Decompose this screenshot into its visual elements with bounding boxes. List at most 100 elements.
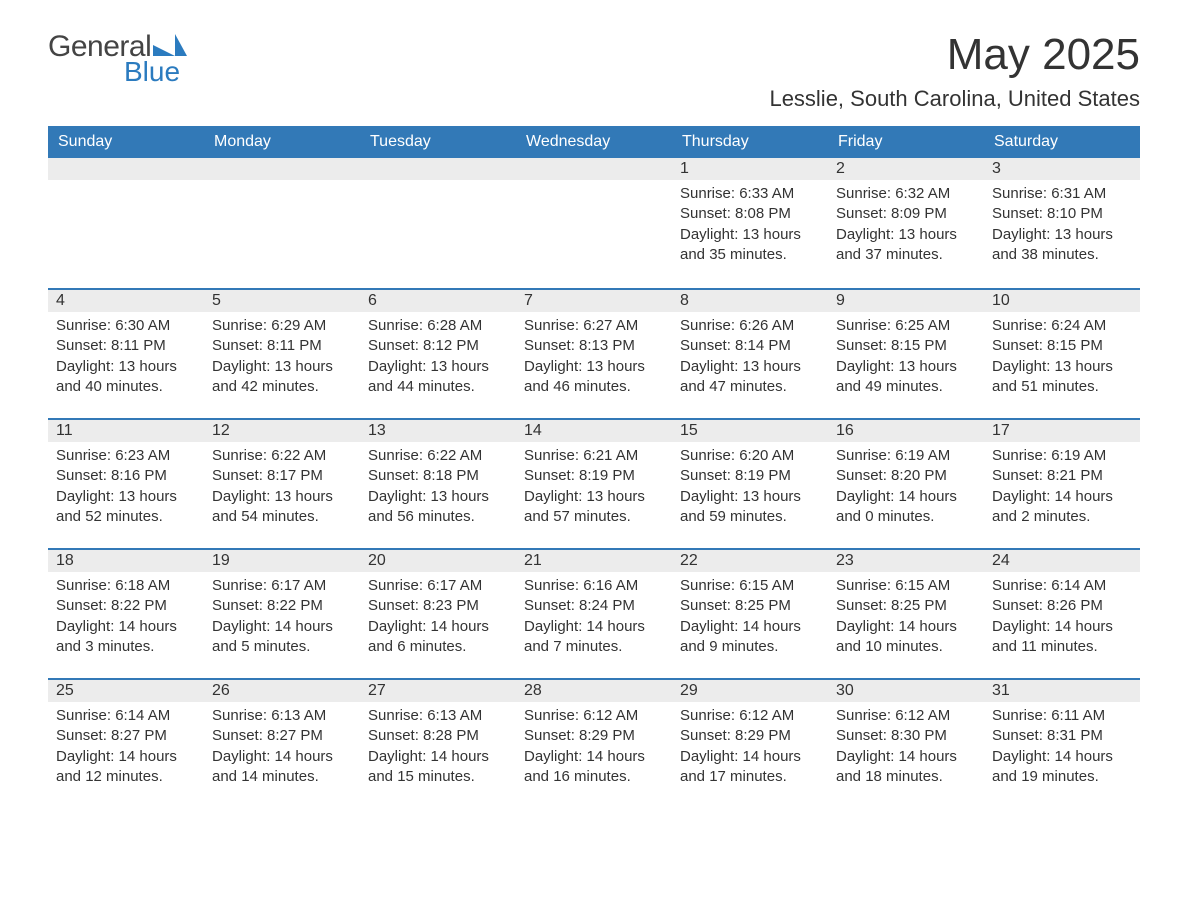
daylight-line-2: and 6 minutes. <box>368 637 508 657</box>
day-number: 13 <box>360 420 516 442</box>
day-number: 9 <box>828 290 984 312</box>
daylight-line-2: and 19 minutes. <box>992 767 1132 787</box>
day-number: 16 <box>828 420 984 442</box>
day-cell: 15Sunrise: 6:20 AMSunset: 8:19 PMDayligh… <box>672 420 828 548</box>
sunset-line: Sunset: 8:10 PM <box>992 204 1132 224</box>
daylight-line-2: and 18 minutes. <box>836 767 976 787</box>
sunset-line: Sunset: 8:26 PM <box>992 596 1132 616</box>
day-body: Sunrise: 6:27 AMSunset: 8:13 PMDaylight:… <box>516 312 672 409</box>
day-body: Sunrise: 6:26 AMSunset: 8:14 PMDaylight:… <box>672 312 828 409</box>
day-number: 4 <box>48 290 204 312</box>
day-number: 20 <box>360 550 516 572</box>
day-number: 1 <box>672 158 828 180</box>
daylight-line-1: Daylight: 13 hours <box>680 357 820 377</box>
daylight-line-1: Daylight: 14 hours <box>56 747 196 767</box>
daylight-line-1: Daylight: 14 hours <box>212 617 352 637</box>
sunset-line: Sunset: 8:29 PM <box>680 726 820 746</box>
day-number: 30 <box>828 680 984 702</box>
sunrise-line: Sunrise: 6:13 AM <box>368 706 508 726</box>
sunrise-line: Sunrise: 6:12 AM <box>836 706 976 726</box>
day-body: Sunrise: 6:19 AMSunset: 8:21 PMDaylight:… <box>984 442 1140 539</box>
sunset-line: Sunset: 8:19 PM <box>524 466 664 486</box>
sunset-line: Sunset: 8:15 PM <box>836 336 976 356</box>
day-body: Sunrise: 6:22 AMSunset: 8:17 PMDaylight:… <box>204 442 360 539</box>
day-body: Sunrise: 6:24 AMSunset: 8:15 PMDaylight:… <box>984 312 1140 409</box>
daylight-line-2: and 42 minutes. <box>212 377 352 397</box>
daylight-line-1: Daylight: 14 hours <box>368 617 508 637</box>
day-body: Sunrise: 6:19 AMSunset: 8:20 PMDaylight:… <box>828 442 984 539</box>
day-body: Sunrise: 6:13 AMSunset: 8:27 PMDaylight:… <box>204 702 360 799</box>
day-cell: 2Sunrise: 6:32 AMSunset: 8:09 PMDaylight… <box>828 158 984 288</box>
day-cell: 23Sunrise: 6:15 AMSunset: 8:25 PMDayligh… <box>828 550 984 678</box>
day-body: Sunrise: 6:18 AMSunset: 8:22 PMDaylight:… <box>48 572 204 669</box>
day-cell: 22Sunrise: 6:15 AMSunset: 8:25 PMDayligh… <box>672 550 828 678</box>
sunset-line: Sunset: 8:11 PM <box>212 336 352 356</box>
day-number: 2 <box>828 158 984 180</box>
daylight-line-1: Daylight: 13 hours <box>368 357 508 377</box>
daylight-line-1: Daylight: 14 hours <box>56 617 196 637</box>
sunrise-line: Sunrise: 6:27 AM <box>524 316 664 336</box>
day-cell: 17Sunrise: 6:19 AMSunset: 8:21 PMDayligh… <box>984 420 1140 548</box>
sunset-line: Sunset: 8:31 PM <box>992 726 1132 746</box>
daylight-line-2: and 11 minutes. <box>992 637 1132 657</box>
week-row: 4Sunrise: 6:30 AMSunset: 8:11 PMDaylight… <box>48 288 1140 418</box>
week-row: 1Sunrise: 6:33 AMSunset: 8:08 PMDaylight… <box>48 158 1140 288</box>
daylight-line-1: Daylight: 13 hours <box>212 487 352 507</box>
day-body: Sunrise: 6:12 AMSunset: 8:29 PMDaylight:… <box>672 702 828 799</box>
sunset-line: Sunset: 8:18 PM <box>368 466 508 486</box>
daylight-line-2: and 14 minutes. <box>212 767 352 787</box>
daylight-line-2: and 35 minutes. <box>680 245 820 265</box>
day-cell: 30Sunrise: 6:12 AMSunset: 8:30 PMDayligh… <box>828 680 984 808</box>
day-number <box>360 158 516 180</box>
day-cell: 16Sunrise: 6:19 AMSunset: 8:20 PMDayligh… <box>828 420 984 548</box>
day-cell: 21Sunrise: 6:16 AMSunset: 8:24 PMDayligh… <box>516 550 672 678</box>
day-body: Sunrise: 6:12 AMSunset: 8:30 PMDaylight:… <box>828 702 984 799</box>
weeks-container: 1Sunrise: 6:33 AMSunset: 8:08 PMDaylight… <box>48 158 1140 808</box>
sunrise-line: Sunrise: 6:26 AM <box>680 316 820 336</box>
dow-cell: Sunday <box>48 126 204 158</box>
day-body: Sunrise: 6:11 AMSunset: 8:31 PMDaylight:… <box>984 702 1140 799</box>
day-cell: 14Sunrise: 6:21 AMSunset: 8:19 PMDayligh… <box>516 420 672 548</box>
day-cell: 24Sunrise: 6:14 AMSunset: 8:26 PMDayligh… <box>984 550 1140 678</box>
daylight-line-2: and 7 minutes. <box>524 637 664 657</box>
daylight-line-1: Daylight: 13 hours <box>680 225 820 245</box>
daylight-line-2: and 46 minutes. <box>524 377 664 397</box>
title-month-year: May 2025 <box>769 30 1140 80</box>
sunrise-line: Sunrise: 6:15 AM <box>836 576 976 596</box>
sunset-line: Sunset: 8:27 PM <box>212 726 352 746</box>
sunset-line: Sunset: 8:30 PM <box>836 726 976 746</box>
daylight-line-1: Daylight: 13 hours <box>56 487 196 507</box>
daylight-line-1: Daylight: 13 hours <box>680 487 820 507</box>
day-number <box>204 158 360 180</box>
sunset-line: Sunset: 8:09 PM <box>836 204 976 224</box>
sunset-line: Sunset: 8:08 PM <box>680 204 820 224</box>
day-body: Sunrise: 6:29 AMSunset: 8:11 PMDaylight:… <box>204 312 360 409</box>
sunrise-line: Sunrise: 6:14 AM <box>56 706 196 726</box>
day-number: 25 <box>48 680 204 702</box>
sunset-line: Sunset: 8:16 PM <box>56 466 196 486</box>
daylight-line-1: Daylight: 14 hours <box>680 617 820 637</box>
daylight-line-1: Daylight: 13 hours <box>836 225 976 245</box>
day-number: 21 <box>516 550 672 572</box>
dow-cell: Thursday <box>672 126 828 158</box>
daylight-line-2: and 15 minutes. <box>368 767 508 787</box>
sunset-line: Sunset: 8:29 PM <box>524 726 664 746</box>
sunset-line: Sunset: 8:25 PM <box>680 596 820 616</box>
sunrise-line: Sunrise: 6:23 AM <box>56 446 196 466</box>
day-cell: 7Sunrise: 6:27 AMSunset: 8:13 PMDaylight… <box>516 290 672 418</box>
daylight-line-2: and 10 minutes. <box>836 637 976 657</box>
day-body: Sunrise: 6:20 AMSunset: 8:19 PMDaylight:… <box>672 442 828 539</box>
sunrise-line: Sunrise: 6:19 AM <box>992 446 1132 466</box>
day-body: Sunrise: 6:23 AMSunset: 8:16 PMDaylight:… <box>48 442 204 539</box>
day-number <box>516 158 672 180</box>
week-row: 18Sunrise: 6:18 AMSunset: 8:22 PMDayligh… <box>48 548 1140 678</box>
day-cell: 1Sunrise: 6:33 AMSunset: 8:08 PMDaylight… <box>672 158 828 288</box>
daylight-line-1: Daylight: 14 hours <box>992 747 1132 767</box>
sunrise-line: Sunrise: 6:18 AM <box>56 576 196 596</box>
sunrise-line: Sunrise: 6:25 AM <box>836 316 976 336</box>
sunset-line: Sunset: 8:15 PM <box>992 336 1132 356</box>
day-number <box>48 158 204 180</box>
day-body: Sunrise: 6:21 AMSunset: 8:19 PMDaylight:… <box>516 442 672 539</box>
day-body: Sunrise: 6:32 AMSunset: 8:09 PMDaylight:… <box>828 180 984 277</box>
sunset-line: Sunset: 8:23 PM <box>368 596 508 616</box>
